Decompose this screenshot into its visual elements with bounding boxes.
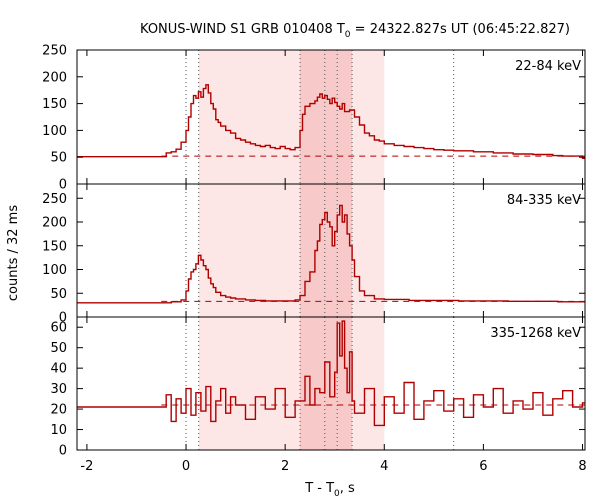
y-tick-label-1-200: 200 — [42, 70, 67, 85]
y-tick-label-2-0: 0 — [59, 311, 67, 326]
band-label-2: 84-335 keV — [507, 193, 581, 208]
x-tick-label-8: 8 — [578, 459, 586, 474]
y-tick-label-2-150: 150 — [42, 239, 67, 254]
y-tick-label-1-250: 250 — [42, 44, 67, 59]
y-tick-label-1-100: 100 — [42, 124, 67, 139]
shaded-interval-3-1 — [198, 317, 385, 450]
x-tick-label-6: 6 — [479, 459, 487, 474]
y-tick-label-3-50: 50 — [50, 341, 67, 356]
x-axis-label: T - T0, s — [304, 481, 355, 499]
y-tick-label-3-30: 30 — [50, 382, 67, 397]
shaded-interval-3-2 — [300, 317, 353, 450]
y-tick-label-1-0: 0 — [59, 178, 67, 193]
light-curve-1-1 — [77, 84, 585, 159]
shaded-interval-2-2 — [300, 184, 353, 317]
y-tick-label-2-50: 50 — [50, 287, 67, 302]
y-tick-label-3-20: 20 — [50, 403, 67, 418]
y-tick-label-3-60: 60 — [50, 321, 67, 336]
shaded-interval-2-1 — [198, 184, 385, 317]
light-curve-2-1 — [77, 204, 585, 304]
y-tick-label-1-150: 150 — [42, 97, 67, 112]
y-tick-label-3-0: 0 — [59, 444, 67, 459]
x-tick-label--2: -2 — [80, 459, 93, 474]
y-axis-label: counts / 32 ms — [6, 205, 21, 301]
band-label-3: 335-1268 keV — [490, 326, 581, 341]
panel-frame-3 — [76, 316, 586, 451]
x-tick-label-2: 2 — [281, 459, 289, 474]
shaded-interval-1-2 — [300, 50, 353, 184]
y-tick-label-2-200: 200 — [42, 216, 67, 231]
band-label-1: 22-84 keV — [515, 59, 581, 74]
chart-title: KONUS-WIND S1 GRB 010408 T0 = 24322.827s… — [140, 22, 570, 40]
y-tick-label-3-10: 10 — [50, 423, 67, 438]
y-tick-label-3-40: 40 — [50, 362, 67, 377]
x-tick-label-4: 4 — [380, 459, 388, 474]
light-curve-3-1 — [77, 320, 585, 427]
x-tick-label-0: 0 — [182, 459, 190, 474]
y-tick-label-2-100: 100 — [42, 263, 67, 278]
y-tick-label-1-50: 50 — [50, 151, 67, 166]
y-tick-label-2-250: 250 — [42, 192, 67, 207]
shaded-interval-1-1 — [198, 50, 385, 184]
